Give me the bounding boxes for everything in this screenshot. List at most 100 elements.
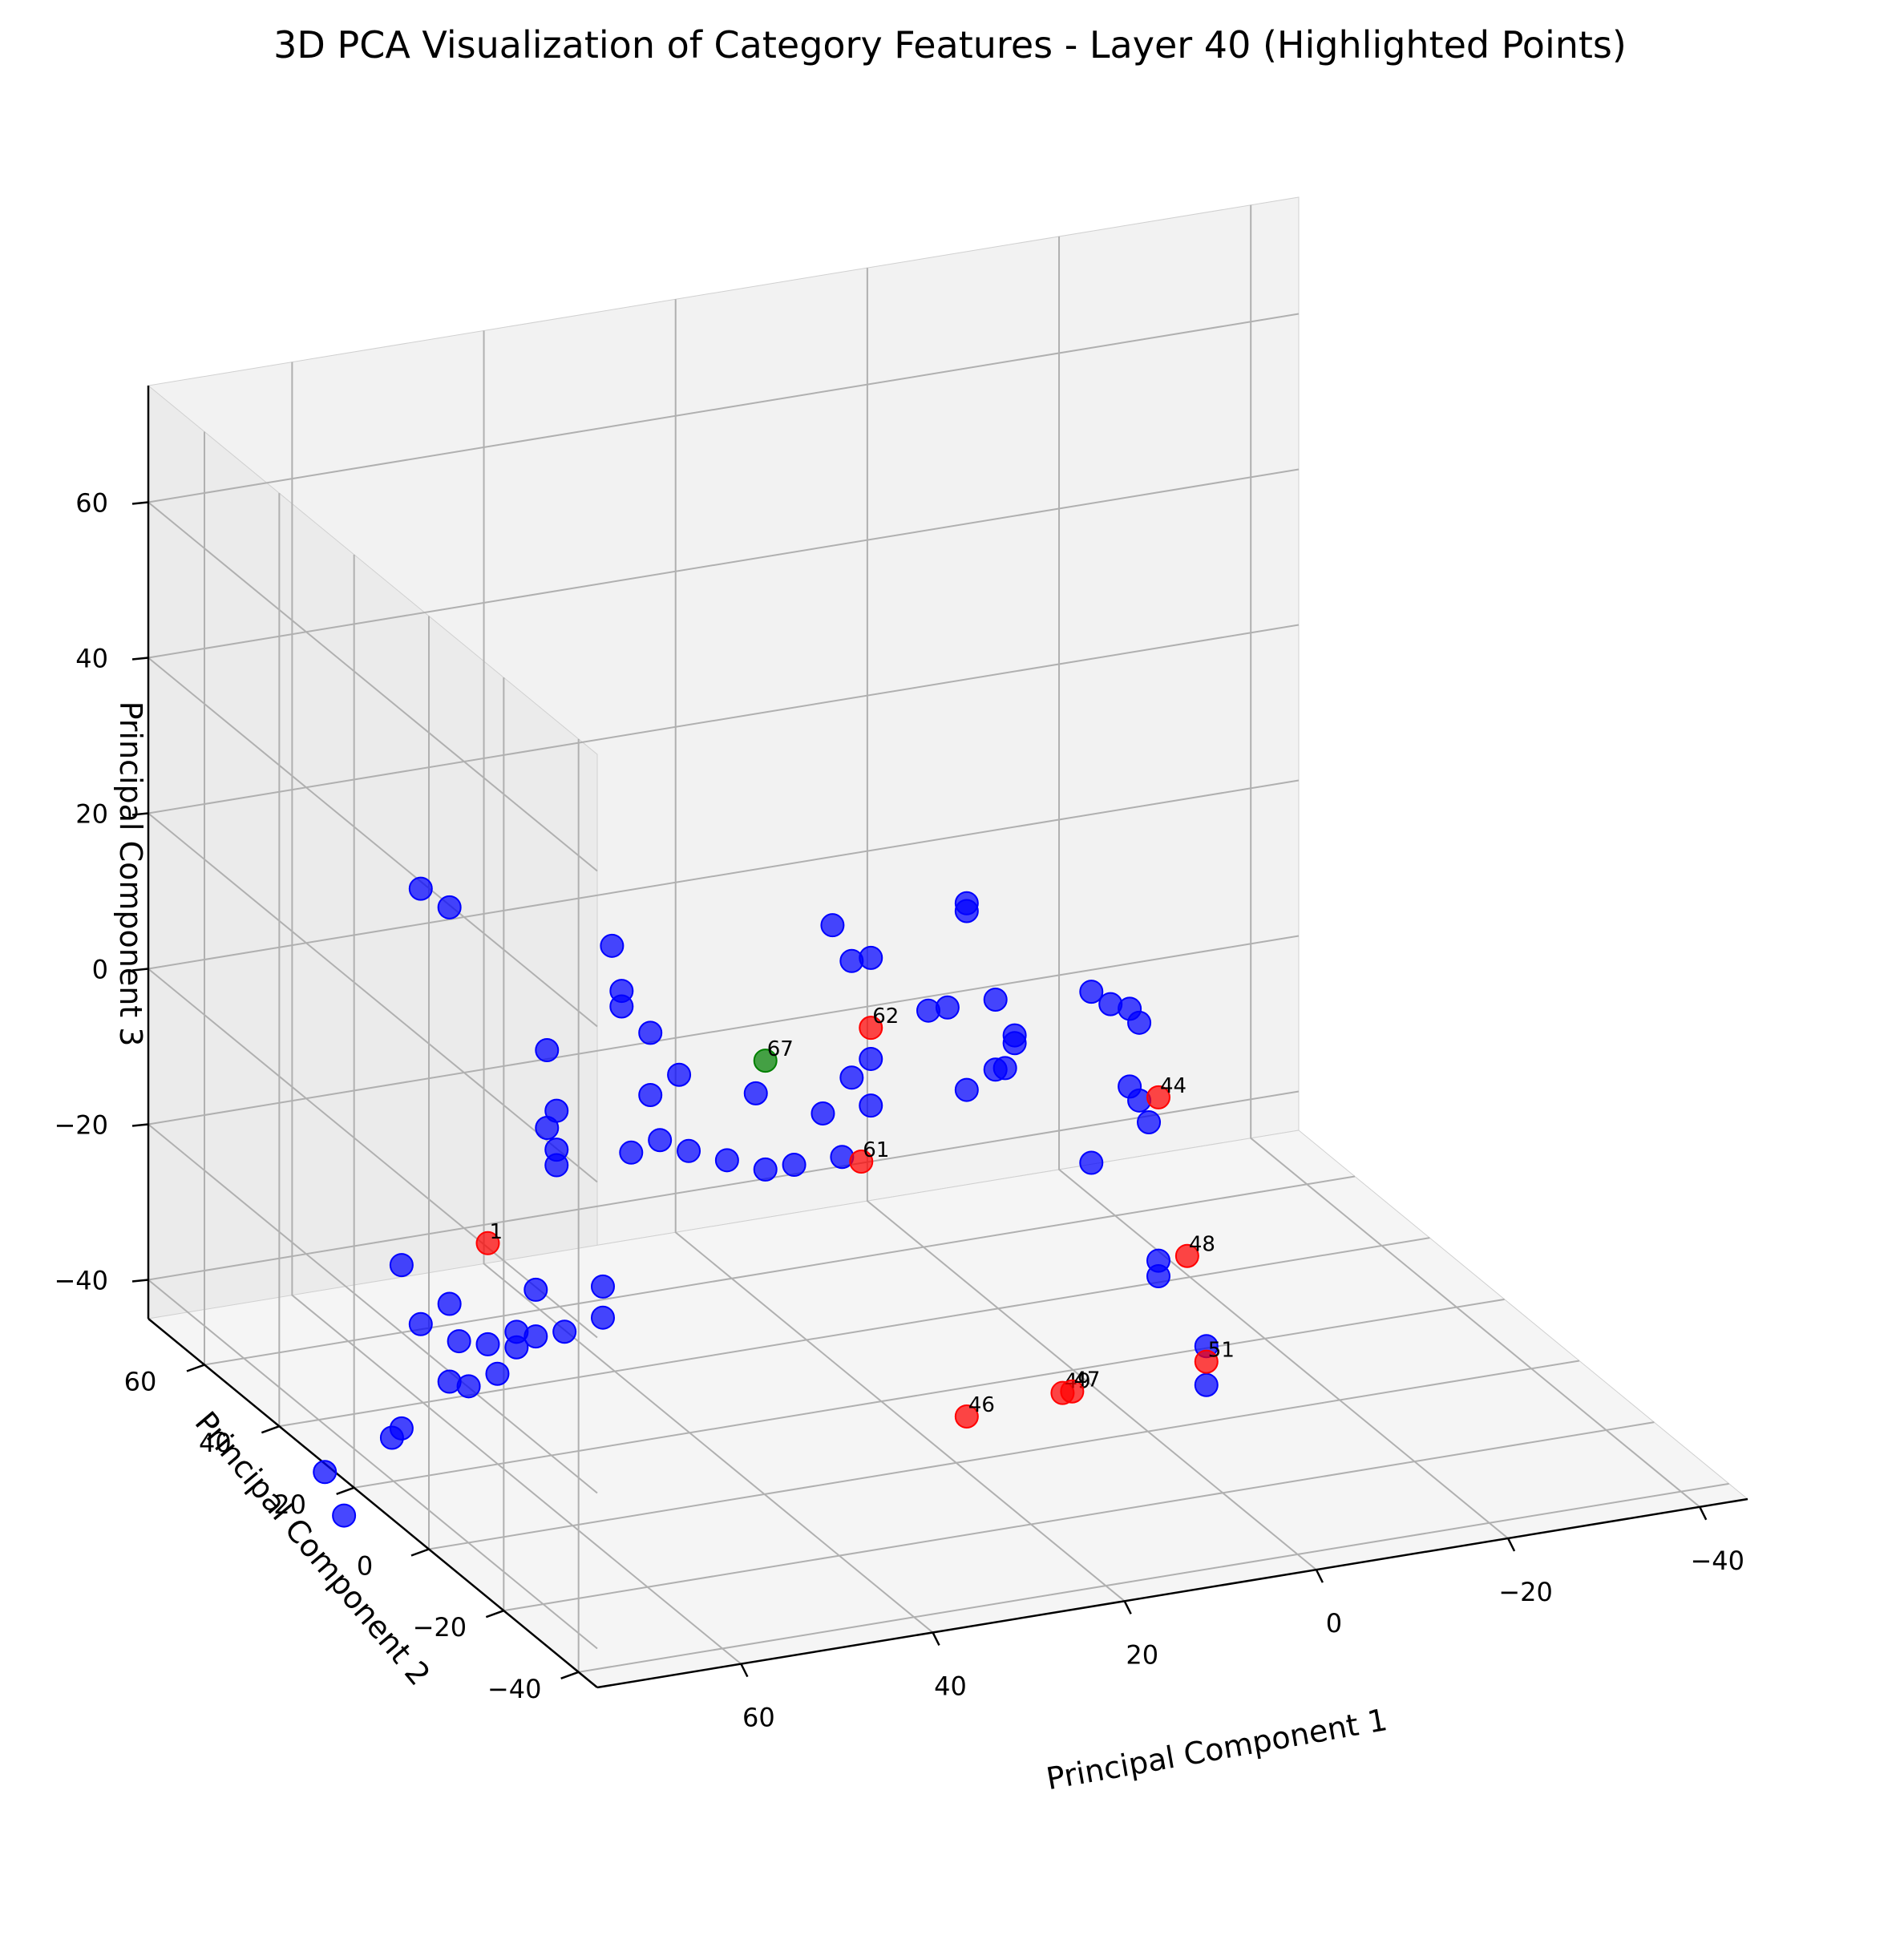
x-tick-mark [932, 1631, 940, 1647]
data-point [859, 945, 883, 970]
z-tick-mark [131, 1279, 149, 1283]
x-tick-label: −40 [1690, 1546, 1744, 1576]
data-point [1079, 1150, 1104, 1175]
grid-line-x [866, 268, 1317, 1570]
z-tick-label: −20 [54, 1110, 108, 1141]
y-tick-label: −40 [487, 1674, 542, 1704]
x-tick-label: 60 [742, 1703, 775, 1733]
axes-panes [147, 196, 1749, 1689]
z-tick-label: 0 [92, 955, 108, 985]
data-point [677, 1138, 701, 1163]
data-point [859, 1093, 883, 1118]
data-point-label: 47 [1073, 1368, 1100, 1392]
data-point [935, 995, 960, 1020]
grid-line-x [1250, 204, 1700, 1508]
x-axis-label: Principal Component 1 [1044, 1702, 1390, 1796]
data-point [389, 1253, 414, 1278]
x-tick-mark [1315, 1569, 1324, 1583]
z-tick-mark [131, 657, 149, 661]
data-point [782, 1153, 806, 1178]
x-tick-label: 0 [1326, 1608, 1342, 1639]
x-tick-label: −20 [1498, 1577, 1553, 1607]
axis-lines [147, 386, 1748, 1689]
data-point [609, 994, 634, 1019]
data-point [524, 1324, 548, 1349]
grid-line-x [483, 330, 934, 1634]
z-tick-mark [131, 812, 149, 816]
data-point [849, 1150, 874, 1174]
y-tick-label: −20 [413, 1612, 467, 1643]
tick-labels: −40 −40 −40 −20 −20 −20 0 0 0 20 20 20 40 40 40 60 60 60 [54, 488, 1744, 1733]
data-point [535, 1116, 560, 1141]
data-point-label: 67 [767, 1037, 794, 1061]
data-point [983, 1057, 1008, 1082]
data-point [753, 1049, 778, 1073]
z-tick-label: 60 [75, 488, 108, 519]
data-point-label: 61 [863, 1138, 889, 1162]
data-point [1002, 1031, 1027, 1056]
data-point [820, 913, 845, 938]
x-tick-mark [1123, 1600, 1132, 1614]
data-points: 6261444849474651167 [313, 876, 1235, 1528]
y-tick-label: 0 [357, 1551, 373, 1582]
data-point [475, 1231, 500, 1255]
x-axis-line [596, 1497, 1748, 1689]
data-point-label: 51 [1208, 1339, 1235, 1363]
data-point-label: 48 [1189, 1233, 1215, 1257]
y-axis-line [148, 1318, 598, 1688]
chart-title: 3D PCA Visualization of Category Feature… [273, 23, 1627, 67]
data-point [475, 1332, 500, 1356]
data-point [753, 1157, 778, 1182]
y-tick-label: 20 [273, 1489, 306, 1520]
data-point [447, 1329, 471, 1354]
z-tick-label: 40 [75, 644, 108, 674]
data-point [379, 1425, 404, 1450]
z-tick-mark [131, 968, 149, 972]
data-point [859, 1046, 883, 1071]
data-point [1194, 1349, 1219, 1374]
data-point [1174, 1243, 1199, 1268]
data-point [524, 1277, 548, 1302]
x-tick-mark [740, 1663, 749, 1678]
data-point [600, 933, 625, 958]
x-tick-mark [1699, 1506, 1708, 1521]
y-tick-mark [261, 1425, 280, 1434]
y-tick-mark [410, 1548, 430, 1557]
grid-line-x [291, 362, 742, 1665]
y-tick-label: 40 [199, 1428, 232, 1458]
data-point [535, 1038, 560, 1063]
data-point-label: 46 [968, 1393, 995, 1417]
data-point-label: 44 [1160, 1074, 1186, 1098]
data-point [1079, 980, 1104, 1004]
data-point [839, 1065, 864, 1090]
data-point [544, 1153, 569, 1178]
x-tick-label: 20 [1126, 1639, 1158, 1670]
z-tick-mark [131, 1123, 149, 1127]
data-point [332, 1503, 357, 1528]
grid-line-x [674, 299, 1126, 1602]
data-point [619, 1140, 644, 1165]
z-tick-mark [131, 501, 149, 505]
y-tick-mark [485, 1609, 504, 1619]
data-point [983, 987, 1008, 1012]
data-point [954, 899, 979, 923]
data-point [408, 1311, 433, 1336]
data-point [638, 1020, 663, 1045]
data-point [437, 1369, 462, 1394]
data-point [1060, 1379, 1085, 1404]
data-point [408, 876, 433, 901]
z-tick-label: −40 [54, 1266, 108, 1296]
y-tick-mark [186, 1364, 205, 1372]
data-point [485, 1361, 510, 1386]
data-point-label: 62 [872, 1004, 899, 1028]
data-point [714, 1148, 739, 1173]
data-point [1194, 1372, 1219, 1397]
data-point [811, 1101, 835, 1125]
data-point [743, 1081, 768, 1105]
data-point [591, 1305, 615, 1330]
data-point [313, 1460, 338, 1485]
data-point [552, 1319, 577, 1344]
data-point [437, 895, 462, 919]
